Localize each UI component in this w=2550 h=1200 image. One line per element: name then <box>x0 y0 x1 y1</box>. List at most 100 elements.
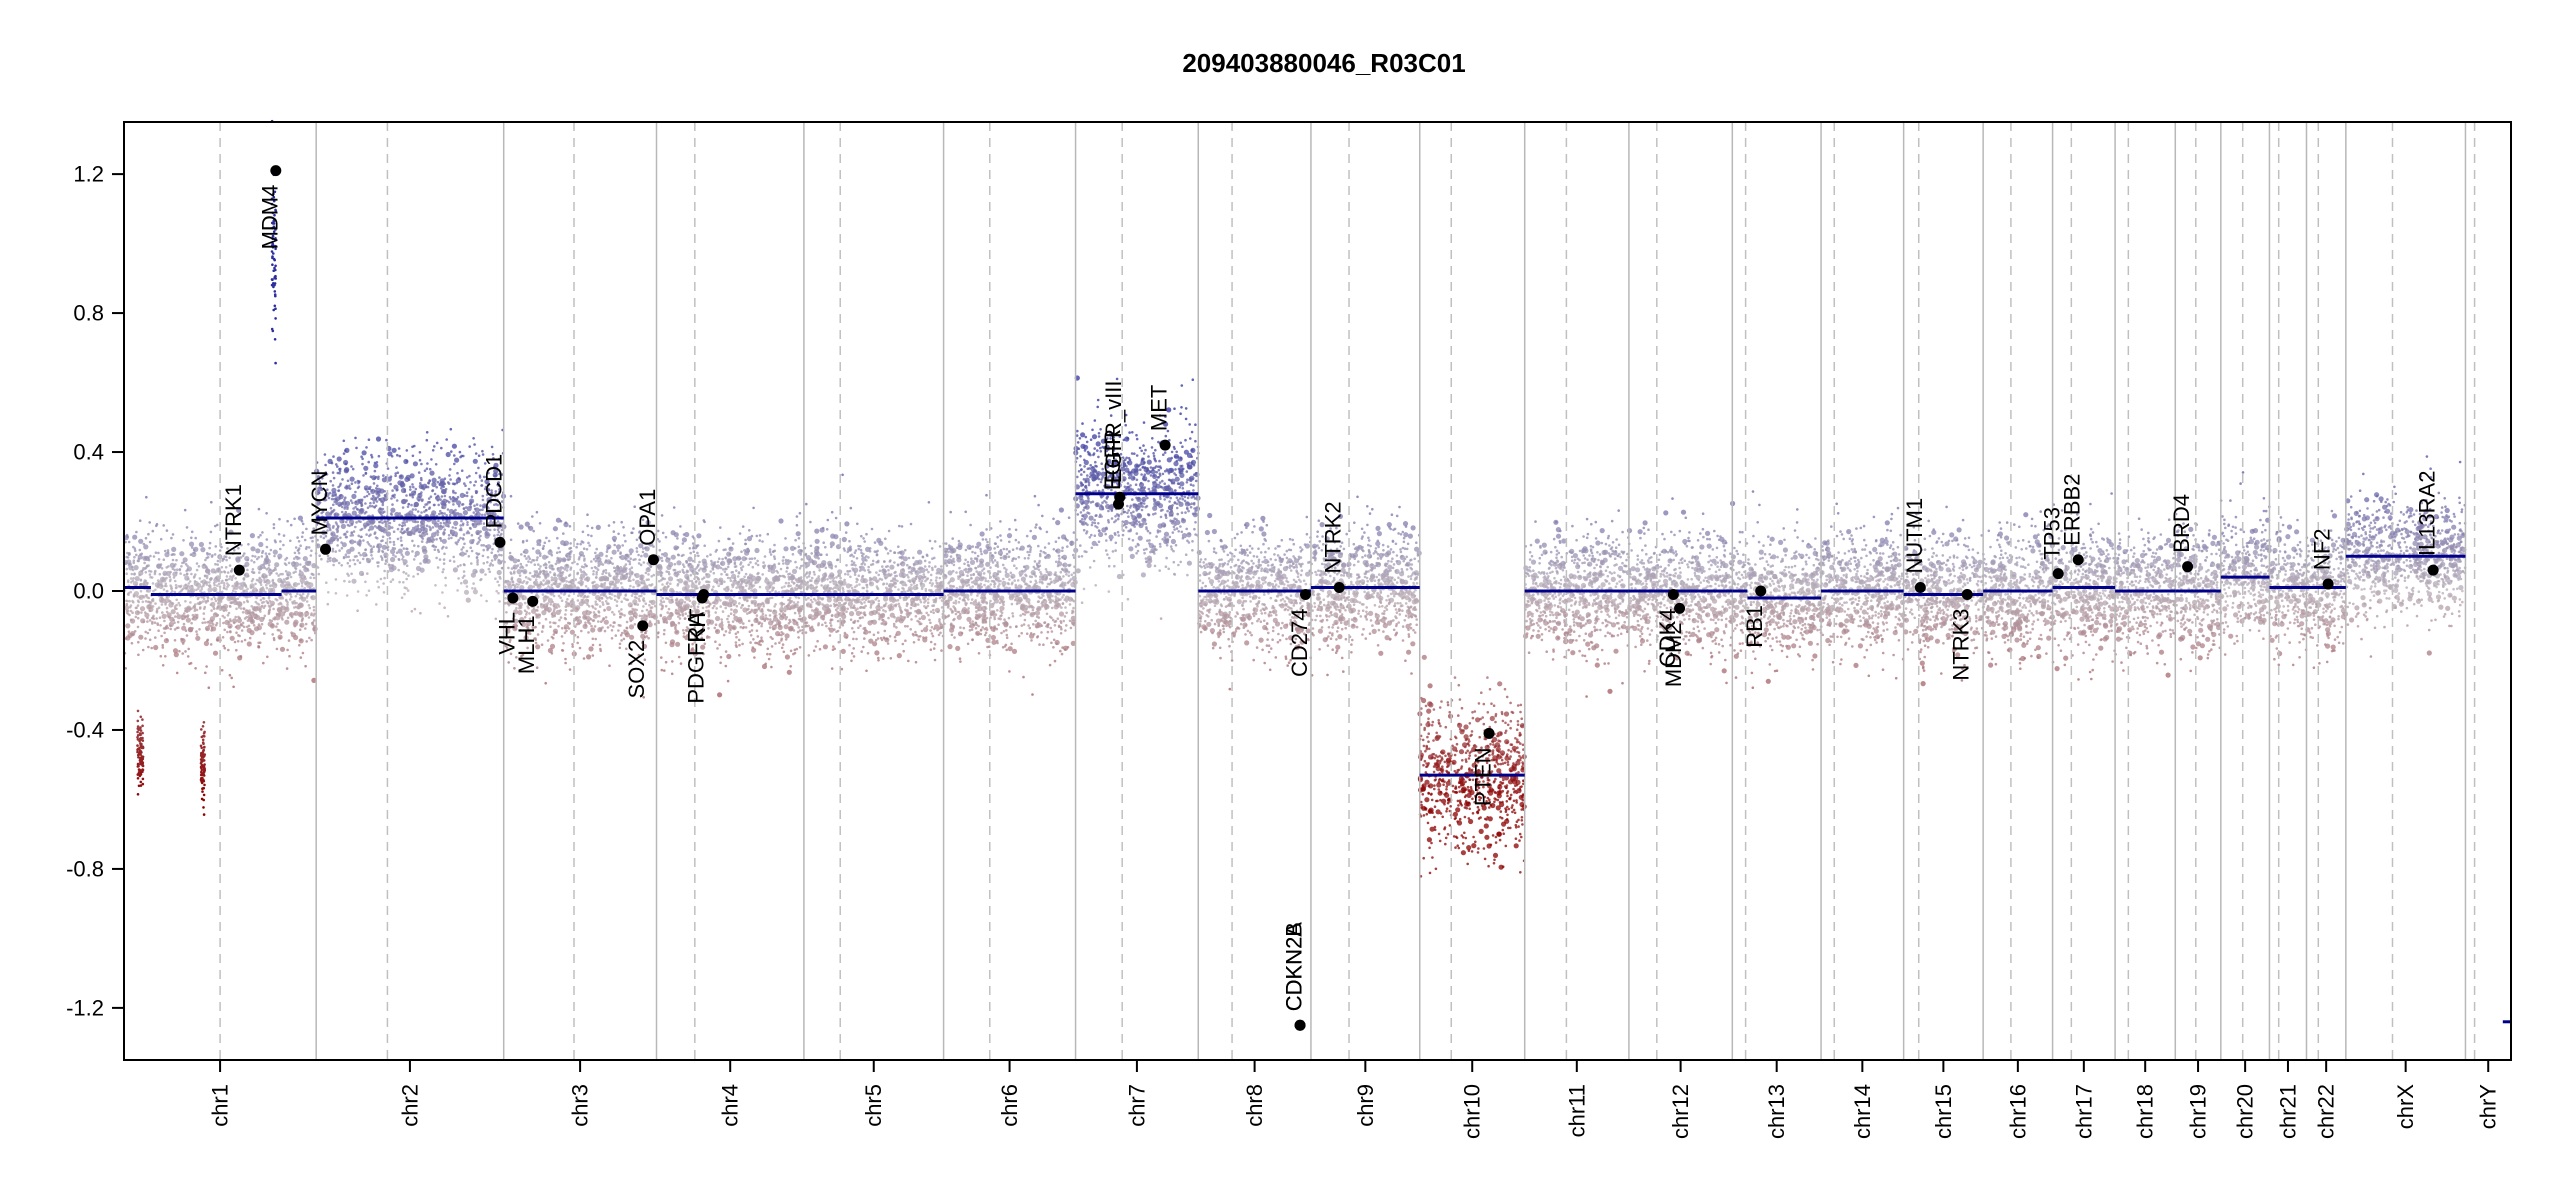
probe-point <box>543 603 549 609</box>
probe-point <box>293 517 296 521</box>
probe-point <box>889 549 892 553</box>
probe-point <box>536 539 542 545</box>
probe-point <box>727 614 730 618</box>
probe-point <box>200 547 206 553</box>
probe-point <box>340 510 344 514</box>
probe-point <box>432 538 436 542</box>
probe-point <box>327 591 330 594</box>
probe-point <box>275 647 279 651</box>
probe-point <box>177 626 180 629</box>
probe-point <box>246 600 250 604</box>
probe-point <box>705 580 708 583</box>
probe-point <box>534 613 538 616</box>
probe-point <box>739 561 743 564</box>
probe-point <box>613 598 617 602</box>
probe-point <box>192 604 196 608</box>
probe-point <box>734 632 738 636</box>
probe-point <box>337 501 343 507</box>
probe-point <box>380 556 384 560</box>
probe-point <box>512 564 518 570</box>
probe-point <box>737 580 741 584</box>
probe-point <box>216 559 220 563</box>
probe-point <box>378 511 382 514</box>
probe-point <box>539 570 542 573</box>
probe-point <box>381 550 385 554</box>
probe-point <box>920 614 927 621</box>
probe-point <box>586 524 589 528</box>
probe-point <box>354 525 357 529</box>
probe-point <box>340 546 344 550</box>
probe-point <box>173 628 177 631</box>
probe-point <box>774 642 777 645</box>
probe-point <box>796 630 800 634</box>
probe-point <box>751 565 755 569</box>
probe-point <box>563 559 566 562</box>
probe-point <box>761 573 764 576</box>
probe-point <box>782 632 785 635</box>
probe-point <box>605 554 608 558</box>
probe-point <box>768 626 772 629</box>
probe-point <box>358 539 362 542</box>
probe-point <box>633 623 637 626</box>
probe-point <box>205 583 209 586</box>
probe-point <box>541 624 545 628</box>
probe-point <box>830 510 834 514</box>
probe-point <box>289 523 293 527</box>
probe-point <box>496 569 502 576</box>
probe-point <box>330 536 336 542</box>
probe-point <box>210 555 214 558</box>
probe-point <box>757 571 760 575</box>
probe-point <box>787 573 790 576</box>
probe-point <box>614 584 617 588</box>
probe-point <box>459 524 463 527</box>
probe-point <box>738 557 742 560</box>
probe-point <box>558 550 562 554</box>
probe-point <box>175 586 178 589</box>
probe-point <box>342 555 346 559</box>
probe-point <box>170 601 174 605</box>
probe-point <box>550 612 554 616</box>
probe-point <box>307 546 311 549</box>
probe-point <box>770 596 774 600</box>
probe-point <box>456 512 460 515</box>
probe-point <box>738 643 741 647</box>
probe-point <box>681 563 685 566</box>
probe-point <box>448 474 451 477</box>
probe-point <box>773 557 777 560</box>
probe-point <box>592 611 596 614</box>
probe-point <box>393 547 397 550</box>
probe-point <box>405 587 408 590</box>
probe-point <box>307 604 311 607</box>
probe-point <box>590 566 594 570</box>
probe-point <box>380 514 384 517</box>
probe-point <box>647 636 650 640</box>
probe-point <box>626 598 630 602</box>
probe-point <box>735 604 739 608</box>
probe-point <box>697 554 700 558</box>
probe-point <box>276 622 279 626</box>
probe-point <box>196 582 202 589</box>
probe-point <box>412 485 415 489</box>
probe-point <box>159 576 166 582</box>
probe-point <box>784 654 791 660</box>
probe-point <box>257 623 261 626</box>
probe-point <box>451 443 457 449</box>
probe-point <box>272 636 276 640</box>
probe-point <box>702 576 706 579</box>
probe-point <box>208 578 212 581</box>
probe-point <box>798 567 802 570</box>
probe-point <box>790 587 793 591</box>
probe-point <box>377 454 381 458</box>
probe-point <box>129 618 133 622</box>
probe-point <box>625 553 628 557</box>
probe-point <box>744 542 747 546</box>
probe-point <box>457 476 461 480</box>
probe-point <box>293 599 296 603</box>
probe-point <box>564 661 567 665</box>
probe-point <box>712 571 716 575</box>
probe-point <box>301 651 305 655</box>
probe-point <box>217 582 221 586</box>
probe-point <box>169 570 172 574</box>
probe-point <box>797 545 801 549</box>
probe-point <box>397 568 401 572</box>
